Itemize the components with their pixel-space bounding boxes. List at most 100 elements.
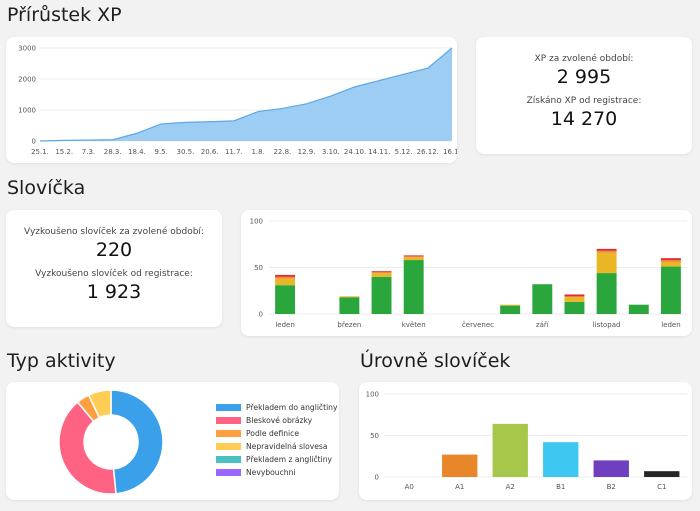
legend-label: Nevybouchni (246, 468, 296, 477)
legend-label: Překladem z angličtiny (246, 455, 333, 464)
bar-segment (564, 297, 585, 302)
x-tick-label: 11.7. (225, 148, 243, 156)
x-tick-label: 26.12. (417, 148, 439, 156)
y-tick-label: 2000 (18, 76, 36, 84)
words-total-label: Vyzkoušeno slovíček od registrace: (35, 269, 193, 279)
y-tick-label: 100 (366, 391, 379, 399)
legend-swatch (216, 404, 241, 411)
x-tick-label: 18.4. (128, 148, 146, 156)
bar-segment (660, 261, 681, 267)
levels-bar-chart[interactable]: 0 50 100 A0 A1 A2 B1 B2 C1 (359, 382, 692, 500)
xp-period-value: 2 995 (556, 66, 612, 88)
bar-segment (564, 301, 585, 314)
legend-label: Nepravidelná slovesa (246, 442, 328, 451)
activity-donut-chart[interactable] (46, 382, 176, 500)
bar-segment (403, 255, 424, 257)
bar-segment (371, 276, 392, 314)
level-bar (593, 460, 629, 477)
x-tick-label: 28.3. (104, 148, 122, 156)
bar-segment (371, 272, 392, 274)
legend-item[interactable]: Nevybouchni (216, 466, 338, 479)
legend-item[interactable]: Překladem do angličtiny (216, 401, 338, 414)
y-tick-label: 50 (254, 264, 263, 272)
legend-swatch (216, 443, 241, 450)
xp-line (39, 47, 453, 142)
bar-segment (596, 250, 617, 253)
bar-segment (596, 252, 617, 274)
x-tick-label: 20.6. (201, 148, 219, 156)
pie-slice (87, 389, 112, 419)
bar-segment (275, 276, 296, 279)
bar-segment (660, 266, 681, 314)
bar-segment (371, 273, 392, 277)
bar-segment (275, 274, 296, 277)
bar-segment (660, 258, 681, 261)
x-tick-label: A1 (455, 483, 464, 491)
x-tick-label: leden (661, 321, 680, 329)
level-bar (644, 471, 680, 477)
x-tick-label: 24.10. (344, 148, 366, 156)
level-bar (492, 423, 528, 477)
bar-segment (371, 271, 392, 273)
x-tick-label: listopad (593, 321, 621, 329)
x-tick-label: 1.8. (251, 148, 264, 156)
word-stats-card: Vyzkoušeno slovíček za zvolené období: 2… (6, 210, 222, 327)
legend-label: Bleskové obrázky (246, 416, 313, 425)
activity-chart-card: Překladem do angličtiny Bleskové obrázky P… (6, 382, 339, 500)
x-tick-label: leden (275, 321, 294, 329)
bar-segment (403, 260, 424, 314)
bar-segment (403, 256, 424, 258)
level-bar (543, 442, 579, 477)
xp-area-chart[interactable]: 0 1000 2000 3000 25.1. 15.2. 7.3. 28.3. 18.4. 9.5… (6, 37, 457, 163)
bar-segment (532, 284, 553, 314)
y-tick-label: 100 (250, 218, 263, 226)
x-tick-label: 15.2. (55, 148, 73, 156)
legend-swatch (216, 456, 241, 463)
bar-segment (275, 278, 296, 286)
bar-segment (628, 304, 649, 314)
bar-segment (339, 297, 360, 314)
legend-label: Překladem do angličtiny (246, 403, 338, 412)
activity-legend: Překladem do angličtiny Bleskové obrázky P… (216, 401, 338, 479)
x-tick-label: 16.1. (443, 148, 457, 156)
x-tick-label: 7.3. (82, 148, 95, 156)
x-tick-label: 22.8. (273, 148, 291, 156)
activity-section-title: Typ aktivity (7, 350, 116, 372)
legend-item[interactable]: Nepravidelná slovesa (216, 440, 338, 453)
legend-item[interactable]: Podle definice (216, 427, 338, 440)
words-chart-card: 0 50 100 leden březen květen červenec září listo… (241, 210, 692, 336)
x-tick-label: 12.9. (298, 148, 316, 156)
legend-swatch (216, 417, 241, 424)
words-period-value: 220 (95, 239, 133, 261)
y-tick-label: 0 (259, 311, 263, 319)
legend-item[interactable]: Bleskové obrázky (216, 414, 338, 427)
bar-segment (660, 260, 681, 262)
x-tick-label: 30.5. (177, 148, 195, 156)
x-tick-label: 3.10. (322, 148, 340, 156)
x-tick-label: 25.1. (31, 148, 49, 156)
x-tick-label: A2 (506, 483, 515, 491)
bar-segment (403, 257, 424, 261)
pie-slice (58, 401, 117, 495)
legend-item[interactable]: Překladem z angličtiny (216, 453, 338, 466)
y-tick-label: 1000 (18, 107, 36, 115)
xp-chart-card: 0 1000 2000 3000 25.1. 15.2. 7.3. 28.3. 18.4. 9.5… (6, 37, 457, 163)
words-section-title: Slovíčka (7, 177, 86, 199)
y-tick-label: 3000 (18, 45, 36, 53)
x-tick-label: B2 (607, 483, 616, 491)
bar-segment (500, 305, 521, 314)
xp-section-title: Přírůstek XP (7, 4, 122, 26)
x-tick-label: červenec (462, 321, 494, 329)
words-stacked-bar-chart[interactable]: 0 50 100 leden březen květen červenec září listo… (241, 210, 692, 336)
level-bar (442, 454, 478, 477)
x-tick-label: 9.5. (154, 148, 167, 156)
bar-segment (339, 296, 360, 298)
y-tick-label: 0 (375, 474, 379, 482)
words-period-label: Vyzkoušeno slovíček za zvolené období: (24, 227, 204, 237)
legend-label: Podle definice (246, 429, 300, 438)
legend-swatch (216, 430, 241, 437)
levels-chart-card: 0 50 100 A0 A1 A2 B1 B2 C1 (359, 382, 692, 500)
y-tick-label: 50 (370, 432, 379, 440)
x-tick-label: květen (402, 321, 426, 329)
xp-period-label: XP za zvolené období: (534, 54, 634, 64)
